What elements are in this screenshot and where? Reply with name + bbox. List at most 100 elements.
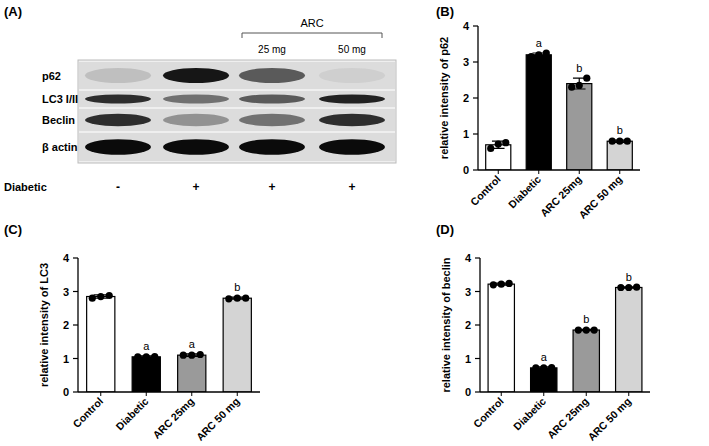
x-tick-label: Control xyxy=(468,173,503,208)
x-tick xyxy=(501,392,502,396)
y-axis-label: relative intensity of beclin xyxy=(440,257,452,392)
x-tick xyxy=(579,170,580,174)
condition-sign: - xyxy=(116,180,120,194)
data-point xyxy=(487,145,494,152)
bar-chart: (D)01234ControlDiabeticARC 25mgARC 50 mg… xyxy=(436,222,650,443)
bar xyxy=(567,84,592,170)
blot-band xyxy=(85,114,151,126)
x-tick-label: Diabetic xyxy=(113,395,150,432)
data-point xyxy=(583,326,590,333)
y-tick xyxy=(473,25,478,26)
background xyxy=(0,0,709,446)
data-point xyxy=(633,284,640,291)
row-label: Beclin xyxy=(42,114,75,126)
y-tick xyxy=(473,97,478,98)
y-tick xyxy=(73,324,78,325)
significance-letter: b xyxy=(626,271,632,283)
bar xyxy=(616,287,642,392)
blot-band xyxy=(319,68,385,83)
data-point xyxy=(197,351,204,358)
x-tick xyxy=(191,392,192,396)
data-point xyxy=(225,295,232,302)
blot-band xyxy=(163,95,229,104)
x-tick-label: ARC 50 mg xyxy=(585,395,633,443)
bar xyxy=(223,298,251,392)
panel-label: (C) xyxy=(4,222,22,237)
x-tick-label: ARC 50 mg xyxy=(576,173,624,221)
bar xyxy=(178,355,206,392)
panel-label: (D) xyxy=(436,222,454,237)
data-point xyxy=(242,295,249,302)
y-tick xyxy=(475,291,480,292)
significance-letter: a xyxy=(143,340,150,352)
blot-band xyxy=(85,95,151,104)
data-point xyxy=(535,51,542,58)
blot-band xyxy=(319,139,385,155)
y-tick xyxy=(73,257,78,258)
y-tick xyxy=(473,61,478,62)
bar xyxy=(531,368,557,392)
x-tick-label: Control xyxy=(471,395,506,430)
y-axis-label: relative intensity of LC3 xyxy=(38,263,50,387)
blot-strip xyxy=(79,91,395,107)
group-label: ARC xyxy=(300,17,323,29)
significance-letter: a xyxy=(536,37,543,49)
data-point xyxy=(151,353,158,360)
row-label: β actin xyxy=(42,141,78,153)
x-tick-label: ARC 50 mg xyxy=(194,395,242,443)
x-tick xyxy=(538,170,539,174)
plot-area xyxy=(486,49,633,170)
data-point xyxy=(532,364,539,371)
y-tick xyxy=(475,358,480,359)
bar xyxy=(526,55,551,170)
x-tick xyxy=(586,392,587,396)
x-tick-label: ARC 25mg xyxy=(150,395,196,441)
condition-sign: + xyxy=(192,180,199,194)
y-tick-label: 1 xyxy=(465,353,471,365)
y-tick xyxy=(73,391,78,392)
y-tick-label: 4 xyxy=(63,252,70,264)
data-point xyxy=(616,138,623,145)
x-tick xyxy=(237,392,238,396)
y-tick xyxy=(473,133,478,134)
bar xyxy=(488,284,514,392)
blot-band xyxy=(319,95,385,104)
data-point xyxy=(490,281,497,288)
data-point xyxy=(106,292,113,299)
significance-letter: b xyxy=(617,124,623,136)
condition-sign: + xyxy=(268,180,275,194)
data-point xyxy=(495,140,502,147)
group-bracket xyxy=(242,33,382,38)
bar xyxy=(607,141,632,170)
data-point xyxy=(97,293,104,300)
data-point xyxy=(548,364,555,371)
y-tick xyxy=(475,324,480,325)
y-axis-label: relative intensity of p62 xyxy=(438,37,450,159)
y-tick xyxy=(73,358,78,359)
x-tick xyxy=(619,170,620,174)
dose-label: 25 mg xyxy=(258,44,286,55)
data-point xyxy=(502,139,509,146)
condition-sign: + xyxy=(348,180,355,194)
data-point xyxy=(625,284,632,291)
data-point xyxy=(89,295,96,302)
y-tick-label: 4 xyxy=(465,252,472,264)
data-point xyxy=(617,284,624,291)
y-tick-label: 2 xyxy=(465,319,471,331)
data-point xyxy=(498,281,505,288)
x-tick xyxy=(543,392,544,396)
blot-band xyxy=(319,114,385,126)
blot-band xyxy=(239,114,305,126)
blot-band xyxy=(85,139,151,155)
data-point xyxy=(143,353,150,360)
x-tick xyxy=(100,392,101,396)
data-point xyxy=(609,138,616,145)
bar xyxy=(132,357,160,392)
bar-chart: (B)01234ControlDiabeticARC 25mgARC 50 mg… xyxy=(436,4,640,221)
bar xyxy=(87,297,115,392)
data-point xyxy=(568,84,575,91)
blot-band xyxy=(163,68,229,83)
bar-chart: (C)01234ControlDiabeticARC 25mgARC 50 mg… xyxy=(4,222,260,443)
x-axis xyxy=(480,391,650,392)
blot-band xyxy=(239,68,305,83)
